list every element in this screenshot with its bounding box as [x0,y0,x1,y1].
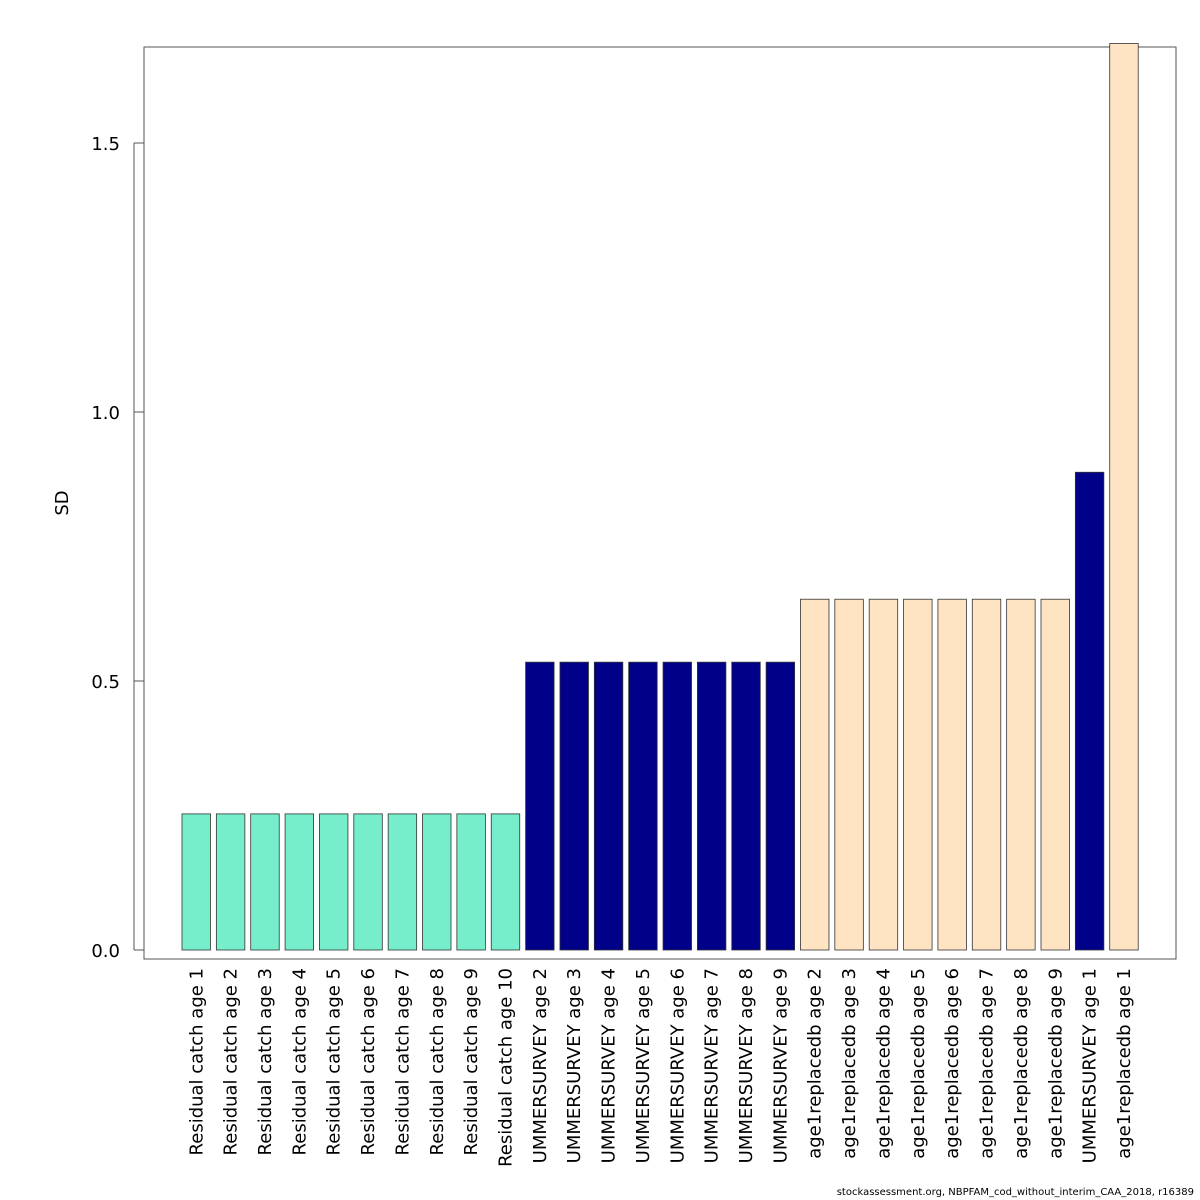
bar [1074,471,1105,951]
x-tick-label: UMMERSURVEY age 2 [530,968,551,1163]
bar [1006,598,1036,951]
x-tick-label: age1replacedb age 9 [1045,968,1066,1159]
y-tick-label: 1.0 [91,403,120,424]
bar [284,813,314,951]
y-tick-label: 1.5 [91,134,120,155]
bar [525,661,555,951]
x-tick-label: age1replacedb age 4 [873,968,894,1159]
bar [697,661,727,951]
x-tick-label: age1replacedb age 7 [977,968,998,1159]
x-tick-label: Residual catch age 1 [186,968,207,1155]
footer-note: stockassessment.org, NBPFAM_cod_without_… [836,1187,1194,1198]
x-tick-label: age1replacedb age 2 [805,968,826,1159]
bar [971,598,1002,951]
bars-group [181,43,1139,951]
bar [250,813,280,951]
x-tick-label: Residual catch age 6 [358,968,379,1155]
bar [628,661,658,951]
x-tick-label: Residual catch age 9 [461,968,482,1155]
bar [456,813,486,951]
bar [181,813,211,951]
y-tick-label: 0.5 [91,672,120,693]
bar [319,813,349,951]
bar [593,661,624,951]
x-tick-label: Residual catch age 7 [392,968,413,1155]
x-tick-label: UMMERSURVEY age 9 [770,968,791,1163]
x-tick-label: Residual catch age 8 [427,968,448,1155]
x-tick-label: UMMERSURVEY age 6 [667,968,688,1163]
bar [834,598,864,951]
x-tick-label: Residual catch age 10 [495,968,516,1167]
x-tick-label: Residual catch age 5 [324,968,345,1155]
x-tick-label: age1replacedb age 6 [942,968,963,1159]
bar [731,661,761,951]
bar [937,598,967,951]
x-tick-label: age1replacedb age 3 [839,968,860,1159]
y-axis: 0.0 0.5 1.0 1.5 [91,134,144,962]
bar [387,813,418,951]
x-tick-label: UMMERSURVEY age 8 [736,968,757,1163]
x-tick-label: Residual catch age 2 [221,968,242,1155]
x-tick-label: UMMERSURVEY age 3 [564,968,585,1163]
bar [868,598,899,951]
x-tick-label: age1replacedb age 5 [908,968,929,1159]
bar [215,813,246,951]
x-tick-label: UMMERSURVEY age 7 [702,968,723,1163]
bar [1109,43,1139,951]
x-tick-label: UMMERSURVEY age 4 [599,968,620,1163]
bar [559,661,589,951]
y-axis-label: SD [52,490,73,515]
x-tick-label: age1replacedb age 1 [1114,968,1135,1159]
bar [353,813,383,951]
bar [422,813,452,951]
x-tick-label: Residual catch age 4 [289,968,310,1155]
bar [1040,598,1070,951]
x-tick-label: age1replacedb age 8 [1011,968,1032,1159]
bar [662,661,692,951]
x-tick-label: UMMERSURVEY age 5 [633,968,654,1163]
x-tick-label: UMMERSURVEY age 1 [1080,968,1101,1163]
bar [800,598,830,951]
x-tick-label: Residual catch age 3 [255,968,276,1155]
bar [490,813,521,951]
bar [765,661,796,951]
y-tick-label: 0.0 [91,941,120,962]
plot-frame [143,46,1177,960]
x-tick-labels: Residual catch age 1 Residual catch age 2… [186,968,1135,1167]
bar [903,598,933,951]
